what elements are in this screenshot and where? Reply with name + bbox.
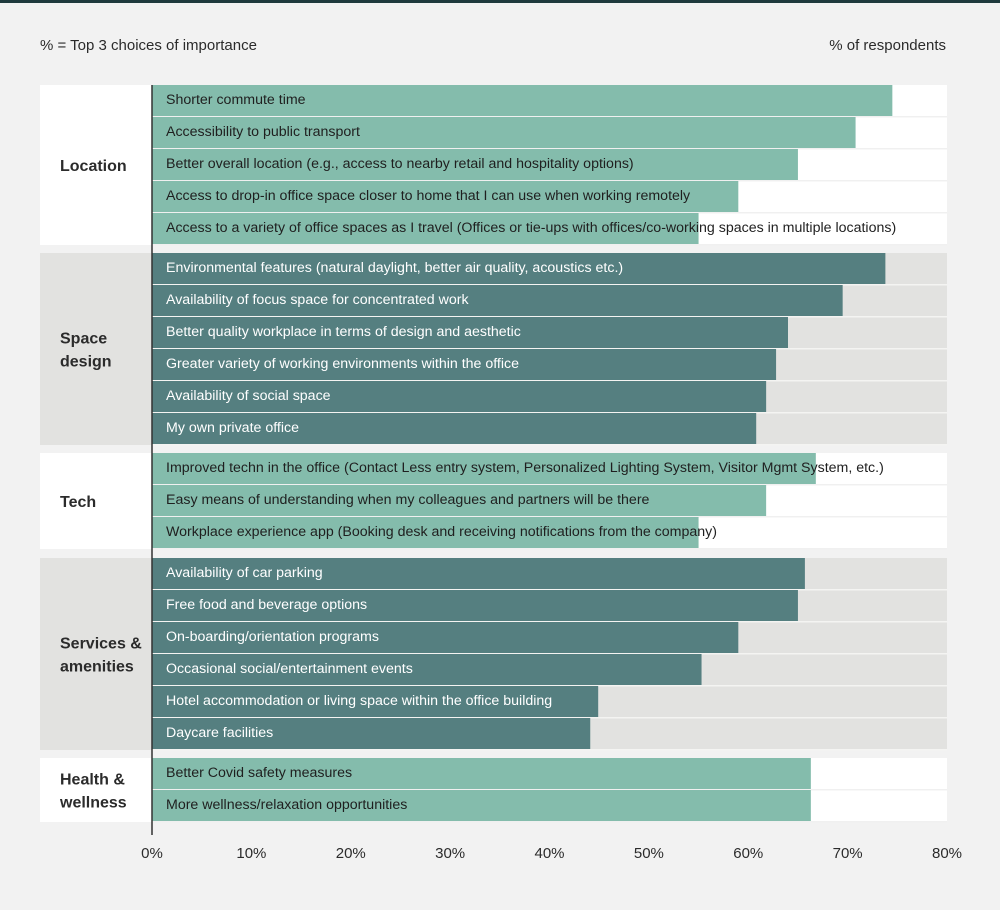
bar-label: Environmental features (natural daylight…	[166, 260, 623, 276]
bar-label: Access to drop-in office space closer to…	[166, 188, 691, 204]
bar-label: Workplace experience app (Booking desk a…	[166, 524, 717, 540]
bar	[152, 790, 811, 821]
row-divider	[152, 148, 947, 150]
x-tick-label: 80%	[932, 845, 962, 862]
group-label: Health & wellness	[59, 772, 127, 812]
row-divider	[152, 685, 947, 687]
row-divider	[152, 484, 947, 486]
bar	[152, 413, 757, 444]
bar-label: Better overall location (e.g., access to…	[166, 156, 634, 172]
row-divider	[152, 789, 947, 791]
bar-label: Daycare facilities	[166, 725, 273, 741]
bar-label: Better quality workplace in terms of des…	[166, 324, 521, 340]
row-divider	[152, 380, 947, 382]
x-tick-label: 10%	[236, 845, 266, 862]
bar-label: Better Covid safety measures	[166, 765, 352, 781]
x-tick-label: 30%	[435, 845, 465, 862]
row-divider	[152, 749, 947, 751]
row-divider	[152, 180, 947, 182]
bar	[152, 117, 856, 148]
bar	[152, 758, 811, 789]
bar	[152, 485, 767, 516]
row-divider	[152, 412, 947, 414]
group-label: Tech	[60, 494, 96, 511]
top-rule	[0, 0, 1000, 3]
bar-label: Access to a variety of office spaces as …	[166, 220, 896, 236]
row-divider	[152, 244, 947, 246]
chart-note-left: % = Top 3 choices of importance	[40, 37, 257, 54]
bar	[152, 718, 591, 749]
x-tick-label: 40%	[534, 845, 564, 862]
bar-label: Availability of car parking	[166, 565, 323, 581]
bar	[152, 317, 788, 348]
bar-label: Greater variety of working environments …	[166, 356, 519, 372]
bar-label: Occasional social/entertainment events	[166, 661, 413, 677]
bar-label: Improved techn in the office (Contact Le…	[166, 460, 884, 476]
x-tick-label: 0%	[141, 845, 163, 862]
x-tick-label: 70%	[833, 845, 863, 862]
bar	[152, 654, 702, 685]
bar	[152, 181, 739, 212]
group-label: Space design	[60, 331, 112, 371]
x-tick-label: 60%	[733, 845, 763, 862]
bar-label: Accessibility to public transport	[166, 124, 360, 140]
bar-label: More wellness/relaxation opportunities	[166, 797, 407, 813]
group-label: Location	[60, 158, 127, 175]
bar	[152, 253, 886, 284]
row-divider	[152, 589, 947, 591]
bar	[152, 149, 798, 180]
bar-label: On-boarding/orientation programs	[166, 629, 379, 645]
row-divider	[152, 348, 947, 350]
bar	[152, 558, 805, 589]
bar	[152, 590, 798, 621]
bar	[152, 213, 699, 244]
x-tick-label: 20%	[336, 845, 366, 862]
row-divider	[152, 653, 947, 655]
bar	[152, 85, 893, 116]
row-divider	[152, 621, 947, 623]
bar	[152, 622, 739, 653]
bar	[152, 453, 816, 484]
row-divider	[152, 821, 947, 823]
bar	[152, 349, 777, 380]
bar	[152, 517, 699, 548]
bar-label: Shorter commute time	[166, 92, 306, 108]
x-tick-label: 50%	[634, 845, 664, 862]
bar-label: Availability of social space	[166, 388, 331, 404]
row-divider	[152, 284, 947, 286]
row-divider	[152, 316, 947, 318]
row-divider	[152, 444, 947, 446]
chart-note-right: % of respondents	[829, 37, 946, 54]
bar-label: Hotel accommodation or living space with…	[166, 693, 552, 709]
bar-label: Availability of focus space for concentr…	[166, 292, 469, 308]
group-label: Services & amenities	[60, 636, 142, 676]
bar	[152, 381, 767, 412]
bar-label: Free food and beverage options	[166, 597, 367, 613]
bar-label: Easy means of understanding when my coll…	[166, 492, 650, 508]
bar	[152, 285, 843, 316]
row-divider	[152, 548, 947, 550]
row-divider	[152, 717, 947, 719]
row-divider	[152, 516, 947, 518]
row-divider	[152, 212, 947, 214]
row-divider	[152, 116, 947, 118]
bar	[152, 686, 599, 717]
bar-label: My own private office	[166, 420, 299, 436]
